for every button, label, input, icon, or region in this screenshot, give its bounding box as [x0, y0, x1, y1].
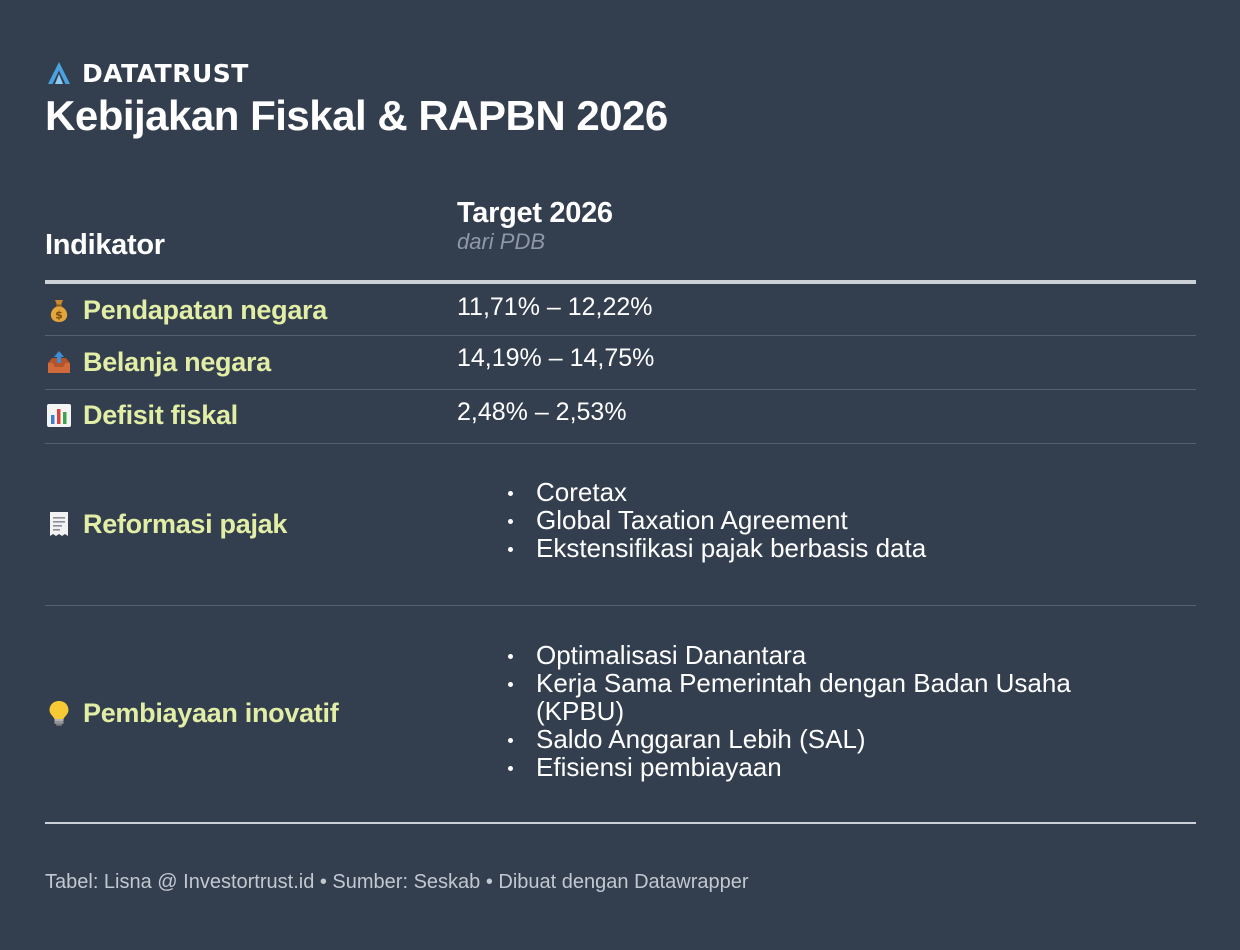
page-title: Kebijakan Fiskal & RAPBN 2026: [45, 92, 668, 139]
header-divider: [45, 280, 1196, 284]
list-item: Optimalisasi Danantara: [505, 641, 1136, 669]
table-row: Pembiayaan inovatif Optimalisasi Dananta…: [45, 606, 1196, 822]
row-label-text: Reformasi pajak: [83, 508, 288, 539]
bullet-list: Optimalisasi Danantara Kerja Sama Pemeri…: [505, 641, 1136, 781]
row-label: $ Pendapatan negara: [45, 291, 327, 329]
footer-credits: Tabel: Lisna @ Investortrust.id • Sumber…: [45, 871, 749, 893]
row-label: Belanja negara: [45, 342, 271, 382]
row-label-text: Pendapatan negara: [83, 294, 327, 325]
row-label-text: Defisit fiskal: [83, 399, 238, 430]
row-value: 11,71% – 12,22%: [457, 293, 653, 321]
brand-name: DATATRUST: [82, 58, 249, 88]
table-row: Belanja negara 14,19% – 14,75%: [45, 336, 1196, 389]
receipt-icon: [50, 512, 68, 536]
row-label: Pembiayaan inovatif: [45, 693, 339, 733]
bullet-list: Coretax Global Taxation Agreement Eksten…: [505, 478, 1136, 562]
row-value: 2,48% – 2,53%: [457, 398, 627, 426]
list-item: Kerja Sama Pemerintah dengan Badan Usaha…: [505, 669, 1136, 725]
column-header-indicator: Indikator: [45, 229, 165, 261]
list-item: Ekstensifikasi pajak berbasis data: [505, 534, 1136, 562]
outbox-tray-icon: [48, 351, 70, 373]
row-divider: [45, 443, 1196, 444]
bar-chart-icon: [47, 404, 71, 427]
row-label: Defisit fiskal: [45, 395, 238, 435]
money-bag-icon: $: [50, 300, 68, 322]
table-bottom-divider: [45, 822, 1196, 824]
svg-text:$: $: [55, 309, 63, 322]
column-header-target: Target 2026: [457, 197, 613, 229]
table-row: Defisit fiskal 2,48% – 2,53%: [45, 390, 1196, 443]
table-row: Reformasi pajak Coretax Global Taxation …: [45, 444, 1196, 605]
list-item: Coretax: [505, 478, 1136, 506]
row-label-text: Belanja negara: [83, 346, 271, 377]
row-label-text: Pembiayaan inovatif: [83, 697, 339, 728]
datatrust-logo-icon: [48, 62, 70, 84]
row-divider: [45, 389, 1196, 390]
light-bulb-icon: [49, 701, 69, 726]
row-value: 14,19% – 14,75%: [457, 344, 655, 372]
column-header-target-subtitle: dari PDB: [457, 229, 546, 254]
row-divider: [45, 605, 1196, 606]
list-item: Efisiensi pembiayaan: [505, 753, 1136, 781]
table-row: $ Pendapatan negara 11,71% – 12,22%: [45, 286, 1196, 335]
list-item: Saldo Anggaran Lebih (SAL): [505, 725, 1136, 753]
list-item: Global Taxation Agreement: [505, 506, 1136, 534]
brand: DATATRUST: [46, 58, 249, 88]
row-divider: [45, 335, 1196, 336]
row-label: Reformasi pajak: [45, 504, 287, 544]
